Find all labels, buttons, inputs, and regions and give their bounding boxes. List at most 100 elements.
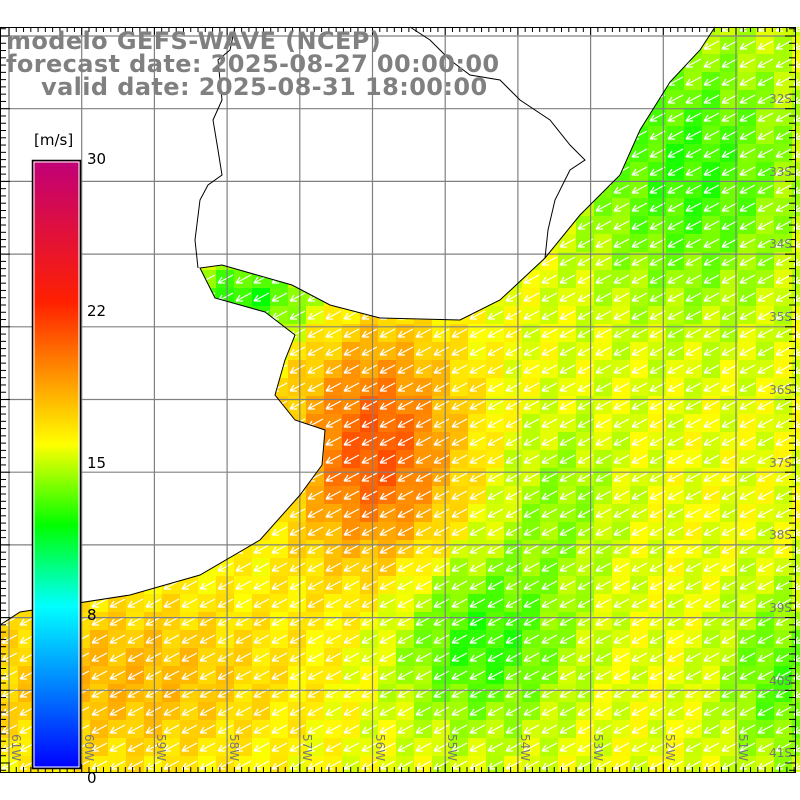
wind-cell: [108, 396, 127, 415]
wind-arrow: [362, 779, 377, 787]
wind-arrow: [109, 148, 126, 158]
wind-arrow: [163, 526, 180, 536]
wind-arrow: [253, 400, 270, 410]
wind-arrow: [361, 112, 378, 122]
wind-arrow: [254, 779, 269, 787]
wind-arrow: [163, 166, 180, 176]
wind-cell: [342, 270, 361, 289]
wind-arrow: [667, 166, 684, 176]
wind-cell: [90, 396, 109, 415]
wind-arrow: [235, 490, 252, 500]
wind-cell: [288, 126, 307, 145]
wind-arrow: [20, 779, 35, 787]
wind-arrow: [37, 148, 54, 158]
wind-arrow: [487, 220, 504, 230]
wind-cell: [342, 198, 361, 217]
wind-arrow: [703, 76, 720, 86]
wind-arrow: [631, 94, 648, 104]
wind-cell: [144, 396, 163, 415]
wind-arrow: [721, 112, 738, 122]
wind-arrow: [469, 40, 486, 50]
wind-cell: [234, 342, 253, 361]
wind-cell: [126, 432, 145, 451]
wind-cell: [234, 234, 253, 253]
wind-cell: [198, 450, 217, 469]
wind-cell: [468, 288, 487, 307]
wind-arrow: [433, 112, 450, 122]
wind-arrow: [109, 328, 126, 338]
wind-arrow: [91, 526, 108, 536]
wind-cell: [414, 306, 433, 325]
wind-arrow: [721, 130, 738, 140]
wind-arrow: [181, 562, 198, 572]
wind-cell: [630, 108, 649, 127]
wind-cell: [108, 432, 127, 451]
wind-cell: [288, 486, 307, 505]
wind-arrow: [91, 562, 108, 572]
wind-cell: [126, 522, 145, 541]
wind-cell: [108, 234, 127, 253]
wind-arrow: [289, 112, 306, 122]
wind-arrow: [109, 508, 126, 518]
wind-arrow: [163, 364, 180, 374]
wind-arrow: [217, 400, 234, 410]
wind-arrow: [235, 112, 252, 122]
wind-arrow: [703, 58, 720, 68]
wind-cell: [234, 378, 253, 397]
wind-cell: [540, 90, 559, 109]
wind-arrow: [379, 274, 396, 284]
wind-cell: [468, 198, 487, 217]
wind-arrow: [163, 292, 180, 302]
wind-cell: [216, 486, 235, 505]
wind-arrow: [505, 76, 522, 86]
wind-cell: [360, 216, 379, 235]
wind-arrow: [721, 184, 738, 194]
wind-arrow: [217, 220, 234, 230]
wind-arrow: [488, 779, 503, 787]
wind-arrow: [614, 779, 629, 787]
wind-arrow: [685, 130, 702, 140]
wind-cell: [216, 234, 235, 253]
wind-cell: [126, 378, 145, 397]
wind-arrow: [181, 364, 198, 374]
wind-cell: [360, 162, 379, 181]
wind-arrow: [541, 94, 558, 104]
wind-cell: [594, 180, 613, 199]
wind-cell: [396, 216, 415, 235]
wind-arrow: [91, 346, 108, 356]
wind-cell: [198, 414, 217, 433]
wind-cell: [144, 504, 163, 523]
wind-cell: [360, 234, 379, 253]
wind-cell: [162, 162, 181, 181]
wind-arrow: [91, 328, 108, 338]
wind-arrow: [91, 544, 108, 554]
wind-arrow: [127, 544, 144, 554]
wind-cell: [324, 198, 343, 217]
wind-cell: [252, 180, 271, 199]
wind-cell: [108, 360, 127, 379]
wind-arrow: [451, 130, 468, 140]
wind-cell: [126, 234, 145, 253]
wind-arrow: [523, 202, 540, 212]
wind-arrow: [253, 184, 270, 194]
wind-cell: [198, 432, 217, 451]
wind-arrow: [91, 130, 108, 140]
wind-cell: [108, 288, 127, 307]
wind-cell: [540, 72, 559, 91]
wind-cell: [234, 162, 253, 181]
wind-arrow: [253, 508, 270, 518]
wind-arrow: [271, 418, 288, 428]
wind-arrow: [595, 166, 612, 176]
wind-cell: [540, 144, 559, 163]
wind-arrow: [164, 779, 179, 787]
wind-cell: [90, 558, 109, 577]
wind-cell: [288, 432, 307, 451]
wind-arrow: [721, 94, 738, 104]
wind-cell: [612, 126, 631, 145]
wind-cell: [162, 504, 181, 523]
wind-arrow: [289, 274, 306, 284]
wind-cell: [90, 216, 109, 235]
wind-cell: [144, 342, 163, 361]
wind-arrow: [379, 166, 396, 176]
wind-cell: [450, 108, 469, 127]
